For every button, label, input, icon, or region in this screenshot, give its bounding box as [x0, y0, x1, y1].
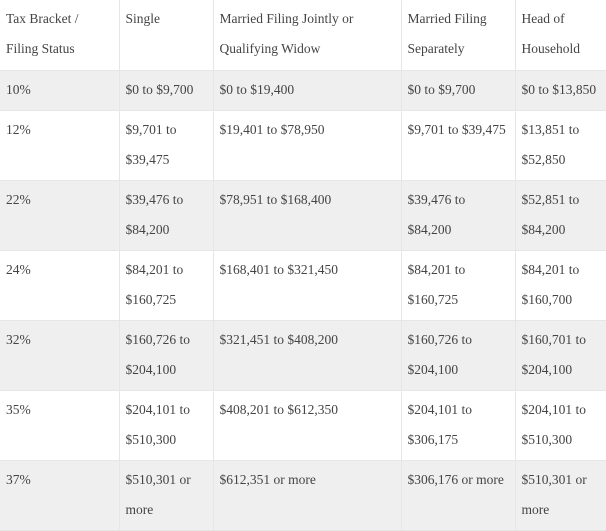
cell-single: $39,476 to $84,200	[118, 180, 213, 251]
cell-head-of-household: $84,201 to $160,700	[514, 250, 606, 321]
cell-married-separately: $160,726 to $204,100	[400, 320, 515, 391]
cell-single: $0 to $9,700	[118, 70, 213, 111]
cell-married-jointly: $0 to $19,400	[212, 70, 401, 111]
cell-married-separately: $0 to $9,700	[400, 70, 515, 111]
table-row: 32% $160,726 to $204,100 $321,451 to $40…	[0, 320, 606, 391]
table-row: 10% $0 to $9,700 $0 to $19,400 $0 to $9,…	[0, 70, 606, 111]
table-row: 22% $39,476 to $84,200 $78,951 to $168,4…	[0, 180, 606, 251]
cell-head-of-household: $0 to $13,850	[514, 70, 606, 111]
table-row: 37% $510,301 or more $612,351 or more $3…	[0, 460, 606, 531]
header-head-of-household: Head of Household	[514, 0, 606, 71]
table-header-row: Tax Bracket / Filing Status Single Marri…	[0, 0, 606, 71]
cell-married-separately: $306,176 or more	[400, 460, 515, 531]
header-married-jointly: Married Filing Jointly or Qualifying Wid…	[212, 0, 401, 71]
cell-bracket: 32%	[0, 320, 119, 391]
cell-head-of-household: $510,301 or more	[514, 460, 606, 531]
header-single: Single	[118, 0, 213, 71]
cell-married-jointly: $19,401 to $78,950	[212, 110, 401, 181]
cell-single: $204,101 to $510,300	[118, 390, 213, 461]
cell-bracket: 22%	[0, 180, 119, 251]
cell-head-of-household: $52,851 to $84,200	[514, 180, 606, 251]
cell-married-separately: $204,101 to $306,175	[400, 390, 515, 461]
cell-bracket: 12%	[0, 110, 119, 181]
cell-married-jointly: $78,951 to $168,400	[212, 180, 401, 251]
cell-bracket: 35%	[0, 390, 119, 461]
cell-single: $510,301 or more	[118, 460, 213, 531]
cell-single: $9,701 to $39,475	[118, 110, 213, 181]
cell-married-jointly: $612,351 or more	[212, 460, 401, 531]
cell-single: $84,201 to $160,725	[118, 250, 213, 321]
cell-married-jointly: $168,401 to $321,450	[212, 250, 401, 321]
table-row: 12% $9,701 to $39,475 $19,401 to $78,950…	[0, 110, 606, 181]
cell-head-of-household: $13,851 to $52,850	[514, 110, 606, 181]
cell-head-of-household: $204,101 to $510,300	[514, 390, 606, 461]
cell-bracket: 24%	[0, 250, 119, 321]
cell-bracket: 10%	[0, 70, 119, 111]
header-tax-bracket: Tax Bracket / Filing Status	[0, 0, 119, 71]
cell-married-separately: $84,201 to $160,725	[400, 250, 515, 321]
cell-head-of-household: $160,701 to $204,100	[514, 320, 606, 391]
table-row: 24% $84,201 to $160,725 $168,401 to $321…	[0, 250, 606, 321]
cell-bracket: 37%	[0, 460, 119, 531]
table-row: 35% $204,101 to $510,300 $408,201 to $61…	[0, 390, 606, 461]
header-married-separately: Married Filing Separately	[400, 0, 515, 71]
cell-married-jointly: $321,451 to $408,200	[212, 320, 401, 391]
cell-married-separately: $9,701 to $39,475	[400, 110, 515, 181]
cell-married-jointly: $408,201 to $612,350	[212, 390, 401, 461]
cell-married-separately: $39,476 to $84,200	[400, 180, 515, 251]
cell-single: $160,726 to $204,100	[118, 320, 213, 391]
